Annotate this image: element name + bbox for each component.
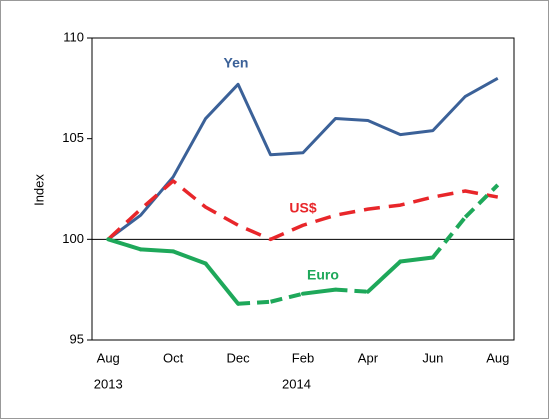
line-segment bbox=[431, 215, 467, 259]
x-tick-label: Feb bbox=[292, 350, 314, 365]
x-tick-label: Aug bbox=[97, 350, 120, 365]
y-axis-label: Index bbox=[31, 174, 46, 206]
x-tick-label: Aug bbox=[486, 350, 509, 365]
x-tick-label: Dec bbox=[227, 350, 251, 365]
line-segment bbox=[203, 261, 241, 306]
line-segment bbox=[398, 255, 435, 264]
x-tick-label: Apr bbox=[358, 350, 379, 365]
series-label: US$ bbox=[289, 200, 316, 216]
line-segment bbox=[301, 287, 338, 296]
y-tick-label: 105 bbox=[62, 130, 84, 145]
x-tick-label: Oct bbox=[163, 350, 184, 365]
line bbox=[107, 179, 499, 242]
line-segment bbox=[106, 237, 143, 252]
series-label: Euro bbox=[307, 267, 339, 283]
line-segment bbox=[335, 287, 369, 294]
x-tick-label: Jun bbox=[422, 350, 443, 365]
line-segment bbox=[237, 299, 271, 306]
plot-area bbox=[91, 37, 515, 341]
series-label: Yen bbox=[224, 55, 249, 71]
line-segment bbox=[171, 249, 208, 266]
line-segment bbox=[138, 247, 176, 254]
year-label: 2014 bbox=[282, 376, 311, 391]
y-tick-label: 100 bbox=[62, 231, 84, 246]
line-segment bbox=[270, 291, 304, 304]
y-tick-label: 110 bbox=[63, 29, 84, 44]
year-label: 2013 bbox=[94, 376, 123, 391]
line-segment bbox=[365, 259, 403, 294]
y-tick-label: 95 bbox=[70, 331, 84, 346]
line bbox=[107, 76, 499, 241]
line-segment bbox=[463, 183, 500, 219]
